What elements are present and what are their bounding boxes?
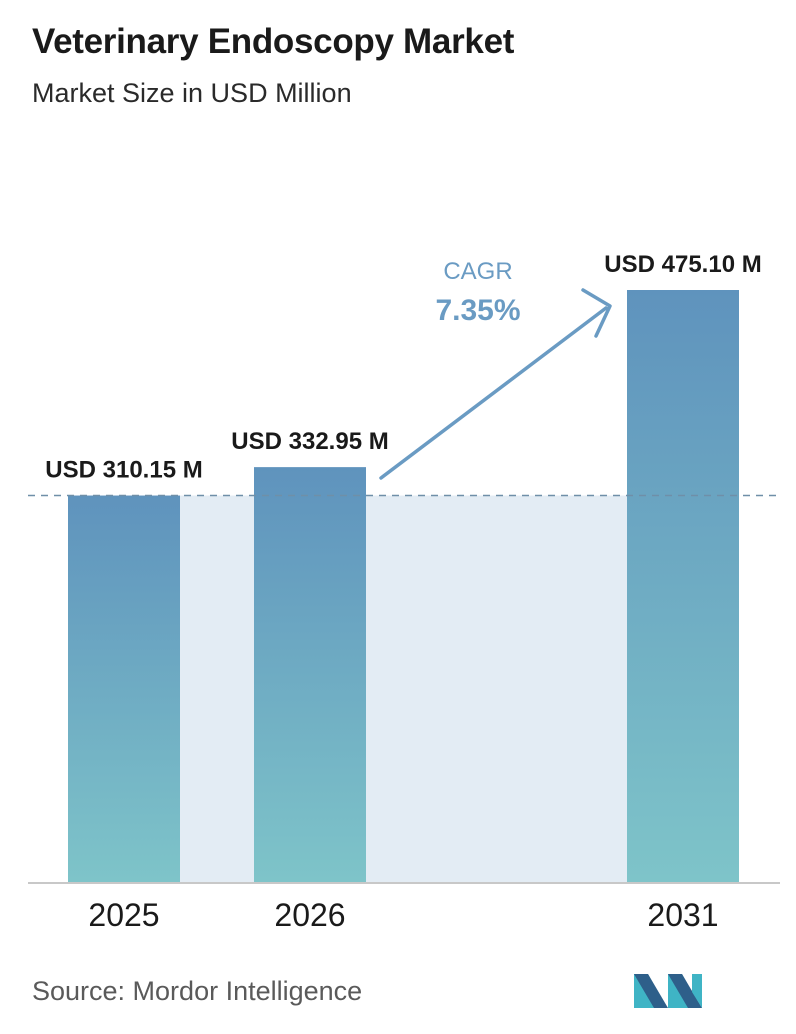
bar-2026 [254, 467, 366, 882]
data-label-2026: USD 332.95 M [231, 428, 388, 455]
x-tick-label-2031: 2031 [647, 897, 718, 933]
data-label-2031: USD 475.10 M [604, 251, 761, 278]
x-tick-label-2025: 2025 [88, 897, 159, 933]
chart-title: Veterinary Endoscopy Market [32, 22, 515, 61]
data-label-2025: USD 310.15 M [45, 457, 202, 484]
x-tick-label-2026: 2026 [274, 897, 345, 933]
chart-subtitle: Market Size in USD Million [32, 78, 352, 108]
cagr-arrow-shaft [379, 306, 608, 480]
bar-2031 [627, 290, 739, 882]
mordor-intelligence-logo-icon [634, 974, 702, 1008]
cagr-arrow-head [581, 288, 612, 338]
cagr-value: 7.35% [435, 294, 520, 327]
bar-2025 [68, 495, 180, 882]
source-note: Source: Mordor Intelligence [32, 976, 363, 1006]
cagr-label: CAGR [443, 258, 512, 285]
